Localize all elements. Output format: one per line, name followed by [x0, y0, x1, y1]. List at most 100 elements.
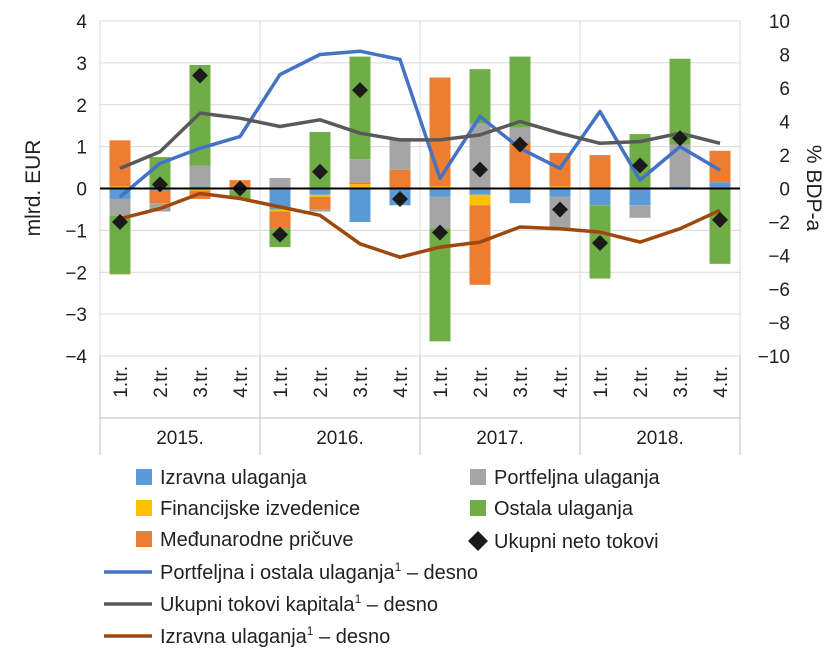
- x-tick-label: 3.tr.: [351, 366, 372, 398]
- x-tick-label: 3.tr.: [191, 366, 212, 398]
- bar-segment: [429, 188, 451, 197]
- bar-segment: [109, 188, 131, 199]
- legend-label-line-ukupni: Ukupni tokovi kapitala1 – desno: [160, 592, 438, 616]
- y-axis-left-label: mlrd. EUR: [22, 140, 45, 237]
- year-label: 2017.: [476, 428, 524, 449]
- legend-swatch-ostala: [470, 500, 486, 516]
- bar-segment: [309, 188, 331, 195]
- legend-line-ukupni-name: Ukupni tokovi kapitala: [160, 594, 355, 616]
- legend-marker-neto: [468, 531, 488, 551]
- bar-segment: [589, 155, 611, 189]
- legend-line-ukupni-suffix: – desno: [361, 594, 438, 616]
- y-left-tick-label: 1: [76, 138, 87, 159]
- legend-swatch-izvedenice: [136, 500, 152, 516]
- y-right-tick-label: 8: [779, 46, 790, 67]
- legend-line-izravna-sup: 1: [307, 624, 314, 638]
- bar-segment: [189, 186, 211, 189]
- y-right-tick-label: 6: [779, 79, 790, 100]
- bar-segment: [629, 205, 651, 218]
- bar-segment: [429, 186, 451, 189]
- y-left-tick-label: 0: [76, 180, 87, 201]
- legend-line-izravna-name: Izravna ulaganja: [160, 626, 308, 648]
- y-right-tick-label: −10: [758, 347, 790, 368]
- legend-swatch-pricuve: [136, 531, 152, 547]
- net-flow-marker: [352, 82, 368, 99]
- bar-segment: [349, 159, 371, 183]
- net-flow-marker: [472, 161, 488, 178]
- x-tick-label: 4.tr.: [231, 366, 252, 398]
- legend-label-ostala: Ostala ulaganja: [494, 498, 634, 520]
- bar-segment: [589, 188, 611, 206]
- y-right-tick-label: −8: [768, 314, 790, 335]
- bar-segment: [429, 196, 451, 229]
- legend-line-izravna-suffix: – desno: [313, 626, 390, 648]
- net-flow-marker: [552, 201, 568, 218]
- legend-label-line-izravna: Izravna ulaganja1 – desno: [160, 624, 390, 648]
- net-flow-markers: [112, 67, 728, 251]
- bar-segment: [669, 186, 691, 189]
- bar-segment: [509, 127, 531, 143]
- bar-segment: [509, 56, 531, 128]
- legend-label-portfeljna: Portfeljna ulaganja: [494, 467, 661, 489]
- year-label: 2018.: [636, 428, 684, 449]
- y-left-tick-label: 3: [76, 54, 87, 75]
- year-label: 2016.: [316, 428, 364, 449]
- y-right-tick-label: −6: [768, 280, 790, 301]
- net-flow-marker: [712, 211, 728, 228]
- x-tick-label: 4.tr.: [711, 366, 732, 398]
- legend-line-portfeljna-name: Portfeljna i ostala ulaganja: [160, 562, 395, 584]
- bar-segment: [509, 188, 531, 204]
- bar-segment: [389, 138, 411, 170]
- y-left-tick-label: −4: [65, 347, 87, 368]
- y-right-tick-label: 10: [769, 12, 790, 33]
- bar-segment: [709, 150, 731, 183]
- line-series: [119, 191, 721, 259]
- bar-segment: [549, 188, 571, 197]
- bar-segment: [309, 209, 331, 212]
- line-series: [118, 49, 721, 199]
- bar-segment: [189, 188, 211, 191]
- bar-segment: [109, 140, 131, 187]
- net-flow-marker: [272, 226, 288, 243]
- x-tick-label: 2.tr.: [471, 366, 492, 398]
- y-right-tick-label: 4: [779, 113, 790, 134]
- y-left-tick-label: −3: [65, 305, 87, 326]
- net-flow-marker: [392, 190, 408, 207]
- bar-segment: [149, 190, 171, 204]
- bar-segment: [149, 157, 171, 189]
- x-tick-label: 1.tr.: [591, 366, 612, 398]
- y-right-tick-label: −2: [768, 213, 790, 234]
- x-tick-label: 2.tr.: [311, 366, 332, 398]
- y-right-tick-label: 0: [779, 180, 790, 201]
- net-flow-marker: [192, 67, 208, 84]
- bar-segment: [669, 144, 691, 187]
- bar-segment: [549, 186, 571, 189]
- legend-line-portfeljna-suffix: – desno: [401, 562, 478, 584]
- bar-segment: [469, 188, 491, 195]
- bar-segment: [309, 131, 331, 189]
- legend-label-neto: Ukupni neto tokovi: [494, 531, 659, 553]
- net-flow-marker: [312, 163, 328, 180]
- bar-segment: [349, 184, 371, 189]
- x-tick-label: 2.tr.: [151, 366, 172, 398]
- y-left-tick-label: 2: [76, 96, 87, 117]
- bar-segment: [109, 198, 131, 216]
- y-right-tick-label: −4: [768, 247, 790, 268]
- bar-segment: [349, 56, 371, 160]
- bar-segment: [469, 69, 491, 124]
- legend-label-pricuve: Međunarodne pričuve: [160, 529, 353, 551]
- legend-line-ukupni-sup: 1: [355, 592, 362, 606]
- year-label: 2015.: [156, 428, 204, 449]
- net-flow-marker: [432, 224, 448, 241]
- y-left-tick-label: 4: [76, 12, 87, 33]
- legend-swatch-izravna: [136, 469, 152, 485]
- bar-segment: [429, 228, 451, 342]
- bar-segment: [269, 211, 291, 229]
- bar-segment: [189, 165, 211, 187]
- net-flow-marker: [672, 130, 688, 147]
- legend: Izravna ulaganja Portfeljna ulaganja Fin…: [104, 467, 661, 648]
- net-flow-marker: [112, 214, 128, 230]
- x-tick-label: 1.tr.: [431, 366, 452, 398]
